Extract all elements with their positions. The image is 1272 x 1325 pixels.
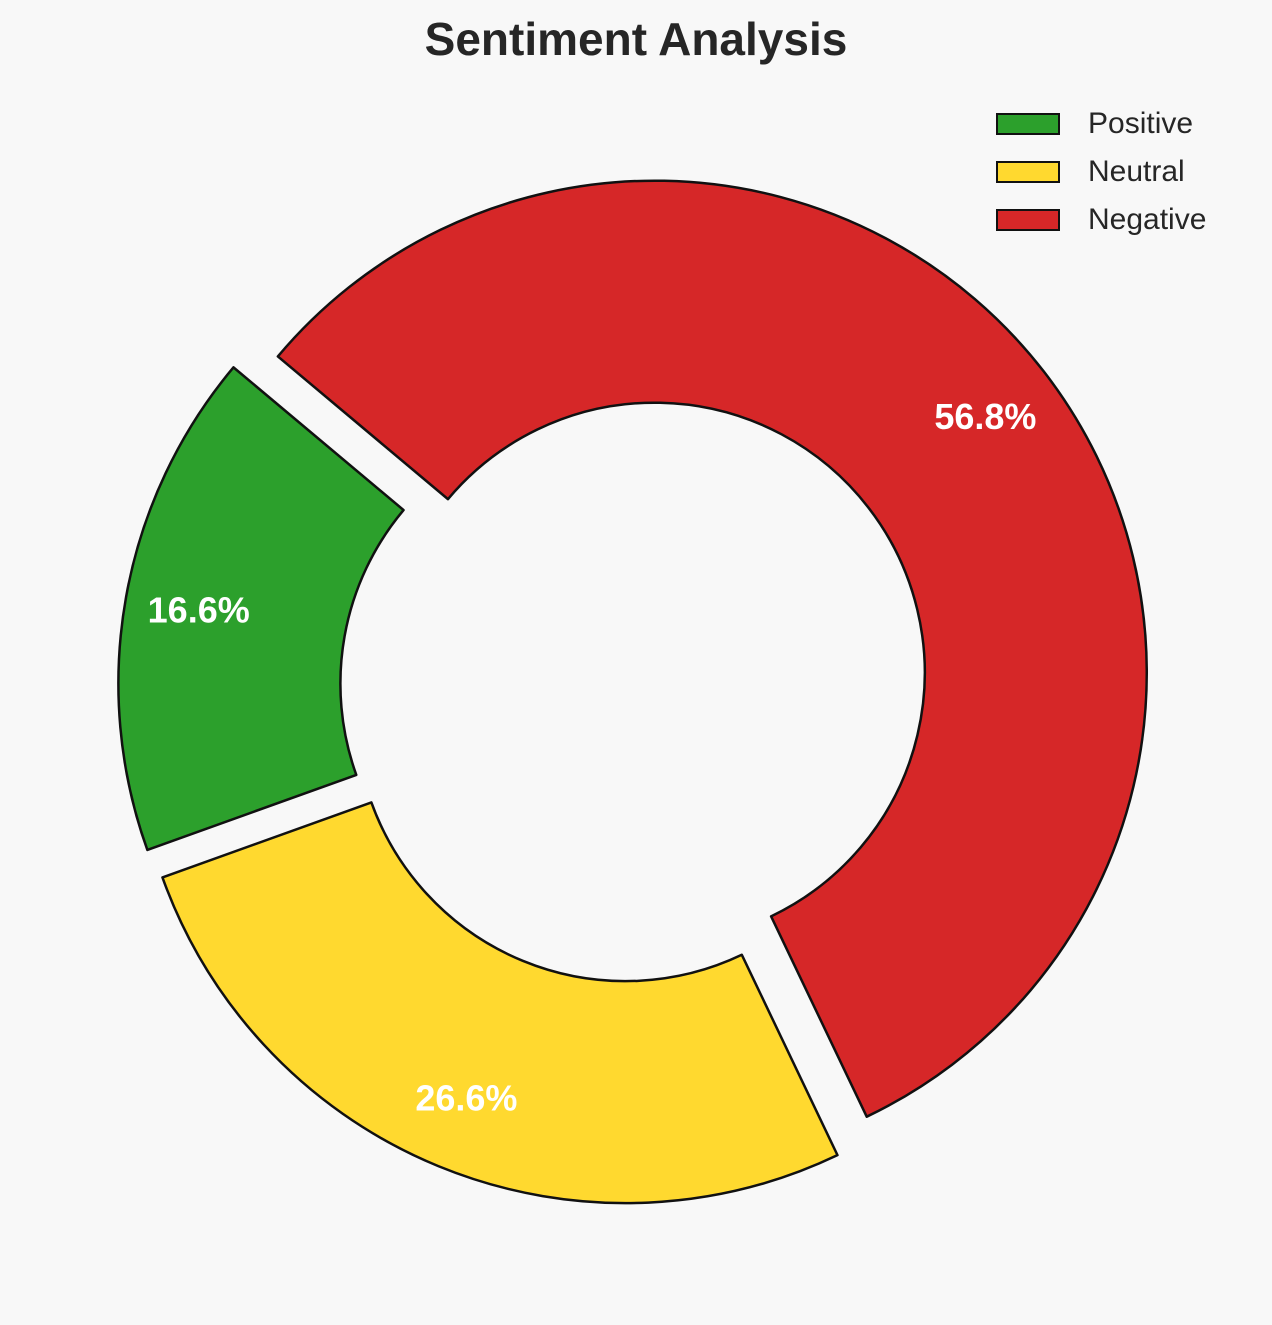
legend-swatch-neutral [996,161,1060,183]
legend: Positive Neutral Negative [996,100,1206,244]
wedge-negative [276,179,1149,1118]
legend-label-negative: Negative [1088,203,1207,236]
legend-item-neutral: Neutral [996,148,1206,196]
legend-label-positive: Positive [1088,107,1194,140]
pct-label-negative: 56.8% [934,396,1036,437]
pct-label-neutral: 26.6% [415,1077,517,1118]
wedge-neutral [161,801,839,1205]
legend-swatch-negative [996,209,1060,231]
legend-item-positive: Positive [996,100,1206,148]
legend-item-negative: Negative [996,196,1206,244]
legend-swatch-positive [996,113,1060,135]
pct-label-positive: 16.6% [148,590,250,631]
legend-label-neutral: Neutral [1088,155,1185,188]
chart-title: Sentiment Analysis [424,13,848,65]
wedge-positive [117,366,405,852]
